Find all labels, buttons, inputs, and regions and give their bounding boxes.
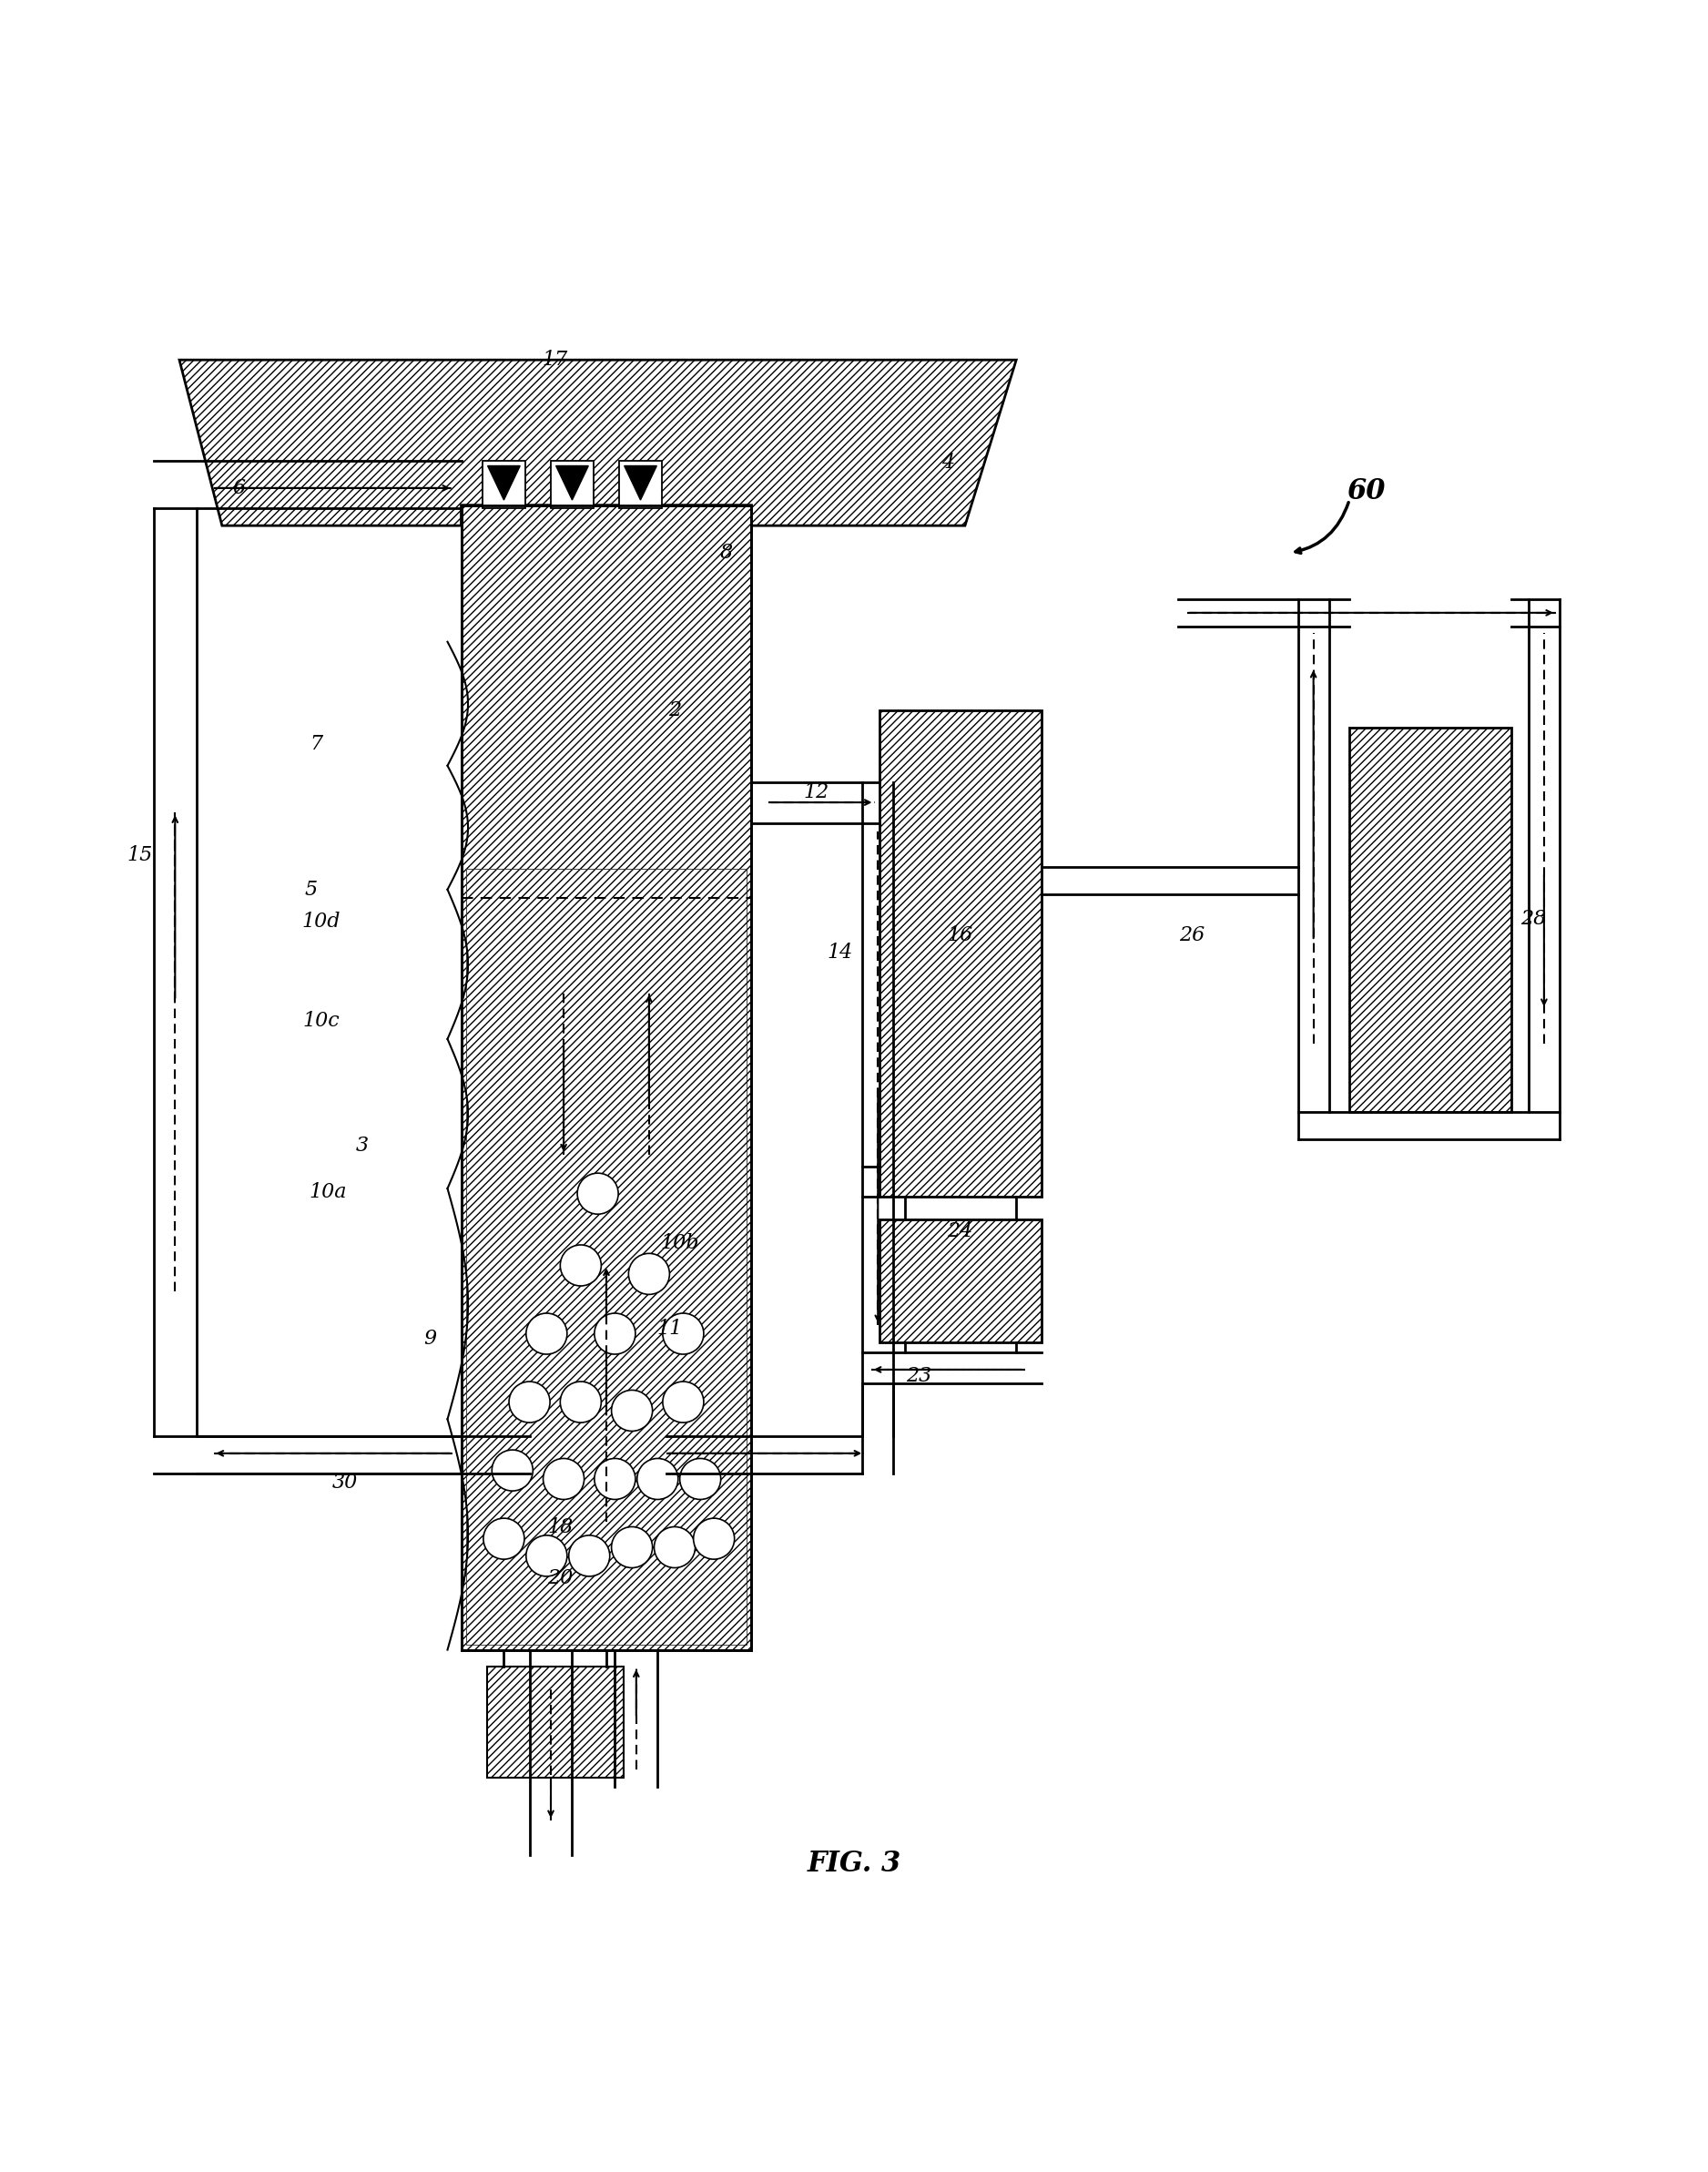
Circle shape — [611, 1527, 652, 1568]
Text: 26: 26 — [1179, 925, 1206, 945]
Circle shape — [611, 1390, 652, 1431]
Text: 9: 9 — [424, 1329, 437, 1349]
Text: 8: 8 — [719, 543, 733, 563]
Polygon shape — [557, 465, 588, 500]
Text: FIG. 3: FIG. 3 — [806, 1848, 902, 1877]
Polygon shape — [488, 465, 519, 500]
Bar — [550, 460, 594, 508]
Bar — [482, 460, 526, 508]
Circle shape — [560, 1245, 601, 1286]
Text: 10d: 10d — [302, 912, 340, 932]
Circle shape — [594, 1314, 635, 1353]
Bar — [618, 460, 663, 508]
Circle shape — [654, 1527, 695, 1568]
Text: 11: 11 — [656, 1318, 683, 1338]
Circle shape — [577, 1173, 618, 1214]
Circle shape — [526, 1536, 567, 1577]
Polygon shape — [179, 361, 1016, 526]
Circle shape — [569, 1536, 610, 1577]
Text: 30: 30 — [331, 1473, 359, 1492]
Circle shape — [509, 1381, 550, 1423]
Text: 6: 6 — [232, 478, 246, 497]
Circle shape — [629, 1253, 670, 1295]
Text: 10c: 10c — [302, 1010, 340, 1032]
Text: 24: 24 — [946, 1221, 974, 1240]
Polygon shape — [625, 465, 656, 500]
Text: 28: 28 — [1520, 908, 1547, 930]
Text: 12: 12 — [803, 782, 830, 801]
Bar — [1349, 728, 1512, 1112]
Circle shape — [693, 1518, 734, 1559]
Bar — [466, 869, 746, 1644]
Text: 3: 3 — [355, 1136, 369, 1156]
Text: 18: 18 — [547, 1516, 574, 1538]
Bar — [880, 710, 1042, 1197]
Text: 15: 15 — [126, 845, 154, 864]
Text: 4: 4 — [941, 452, 955, 473]
Bar — [880, 1218, 1042, 1342]
Circle shape — [663, 1314, 704, 1353]
Circle shape — [663, 1381, 704, 1423]
Text: 16: 16 — [946, 925, 974, 945]
Text: 14: 14 — [827, 943, 854, 962]
Circle shape — [680, 1457, 721, 1499]
Circle shape — [560, 1381, 601, 1423]
Bar — [487, 1666, 623, 1779]
Circle shape — [483, 1518, 524, 1559]
Bar — [461, 506, 752, 1651]
Circle shape — [594, 1457, 635, 1499]
Text: 23: 23 — [905, 1366, 933, 1386]
Text: 7: 7 — [309, 734, 323, 754]
Text: 20: 20 — [547, 1568, 574, 1588]
Circle shape — [637, 1457, 678, 1499]
Bar — [466, 869, 746, 1644]
Text: 2: 2 — [668, 699, 681, 721]
Circle shape — [526, 1314, 567, 1353]
Text: 17: 17 — [541, 350, 569, 369]
Text: 5: 5 — [304, 880, 318, 899]
Text: 60: 60 — [1348, 478, 1385, 506]
Text: 10b: 10b — [661, 1234, 699, 1253]
Circle shape — [543, 1457, 584, 1499]
Circle shape — [492, 1451, 533, 1490]
Text: 10a: 10a — [309, 1182, 347, 1201]
